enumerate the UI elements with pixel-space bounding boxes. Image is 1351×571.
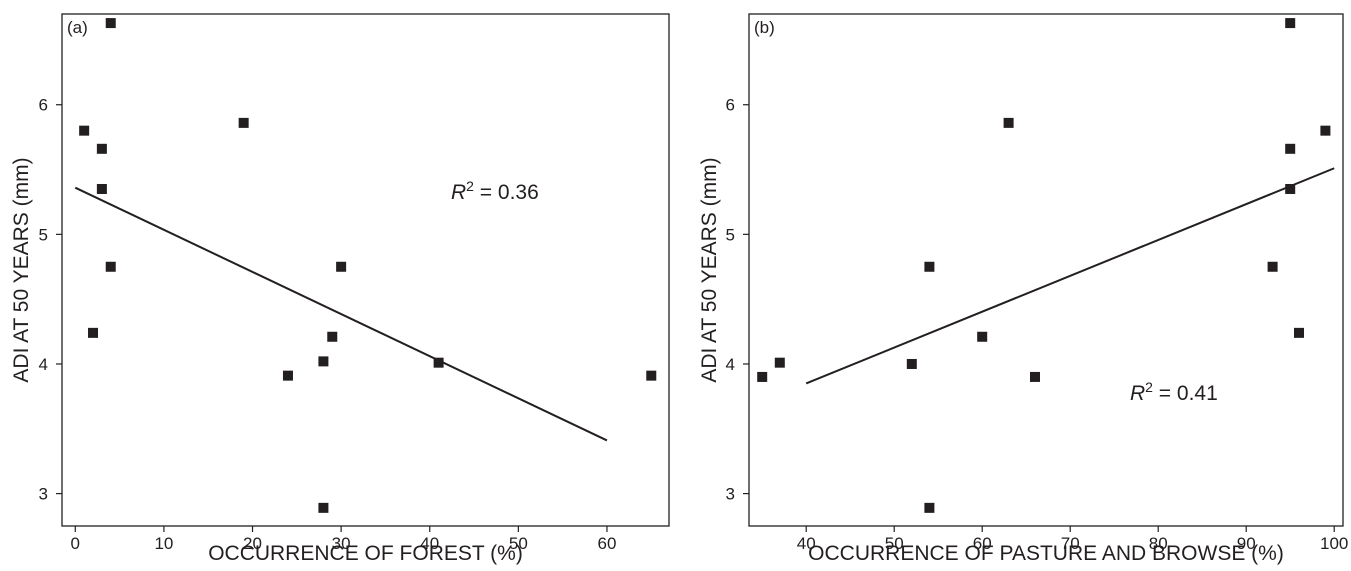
data-point (1285, 18, 1296, 29)
regression-line (74, 186, 608, 442)
data-point (79, 125, 90, 136)
plot-frame (748, 13, 1344, 527)
regression-line (805, 167, 1335, 385)
x-tick-label: 90 (1237, 534, 1256, 553)
plot-frame (61, 13, 670, 527)
data-point (906, 358, 917, 369)
y-tick-label: 4 (39, 355, 48, 374)
data-point (336, 261, 347, 272)
data-point (1320, 125, 1331, 136)
data-point (1294, 327, 1304, 338)
r-squared-annotation: R2 = 0.41 (1130, 379, 1218, 405)
x-tick-label: 50 (885, 534, 904, 553)
x-tick-label: 20 (243, 534, 262, 553)
data-point (757, 371, 768, 382)
x-tick-label: 40 (420, 534, 439, 553)
r-squared-annotation: R2 = 0.36 (451, 178, 539, 204)
x-tick-label: 60 (973, 534, 992, 553)
data-point (1030, 371, 1040, 382)
y-tick-label: 6 (39, 96, 48, 115)
data-point (774, 357, 785, 368)
data-point (1267, 261, 1278, 272)
y-tick-label: 5 (726, 225, 735, 244)
data-point (105, 18, 116, 29)
x-tick-label: 50 (509, 534, 528, 553)
y-axis-title: ADI AT 50 YEARS (mm) (10, 157, 33, 382)
x-tick-label: 0 (71, 534, 80, 553)
data-point (924, 261, 935, 272)
data-point (1285, 143, 1296, 154)
x-axis-title: OCCURRENCE OF PASTURE AND BROWSE (%) (808, 542, 1284, 565)
data-point (327, 331, 338, 342)
data-point (96, 143, 107, 154)
y-tick-label: 5 (39, 225, 48, 244)
y-axis-title: ADI AT 50 YEARS (mm) (698, 157, 721, 382)
chart-panel-b: 40 50 60 70 80 90 100 3 4 5 6 OCCURRENCE OF PASTURE… (698, 13, 1348, 565)
x-tick-label: 100 (1320, 534, 1348, 553)
x-tick-label: 80 (1149, 534, 1168, 553)
x-tick-label: 30 (332, 534, 351, 553)
x-tick-label: 40 (797, 534, 816, 553)
y-tick-label: 3 (39, 485, 48, 504)
data-point (282, 370, 293, 381)
data-point (924, 502, 935, 513)
y-tick-label: 4 (726, 355, 735, 374)
chart-panel-a: 0 10 20 30 40 50 60 3 4 5 6 OCCURRENCE OF FOREST (%… (10, 13, 670, 565)
panel-label: (b) (754, 18, 775, 37)
x-axis-title: OCCURRENCE OF FOREST (%) (208, 542, 523, 565)
data-point (318, 502, 329, 513)
x-tick-label: 70 (1061, 534, 1080, 553)
x-tick-label: 60 (598, 534, 617, 553)
data-point (88, 327, 99, 338)
data-point (105, 261, 116, 272)
data-point (646, 370, 657, 381)
x-tick-label: 10 (154, 534, 173, 553)
data-point (1285, 183, 1296, 194)
data-point (238, 117, 249, 128)
y-tick-label: 3 (726, 485, 735, 504)
data-point (977, 331, 988, 342)
panel-label: (a) (67, 18, 88, 37)
data-point (433, 357, 444, 368)
data-point (96, 183, 107, 194)
data-point (1003, 117, 1014, 128)
data-point (318, 356, 329, 367)
y-tick-label: 6 (726, 96, 735, 115)
